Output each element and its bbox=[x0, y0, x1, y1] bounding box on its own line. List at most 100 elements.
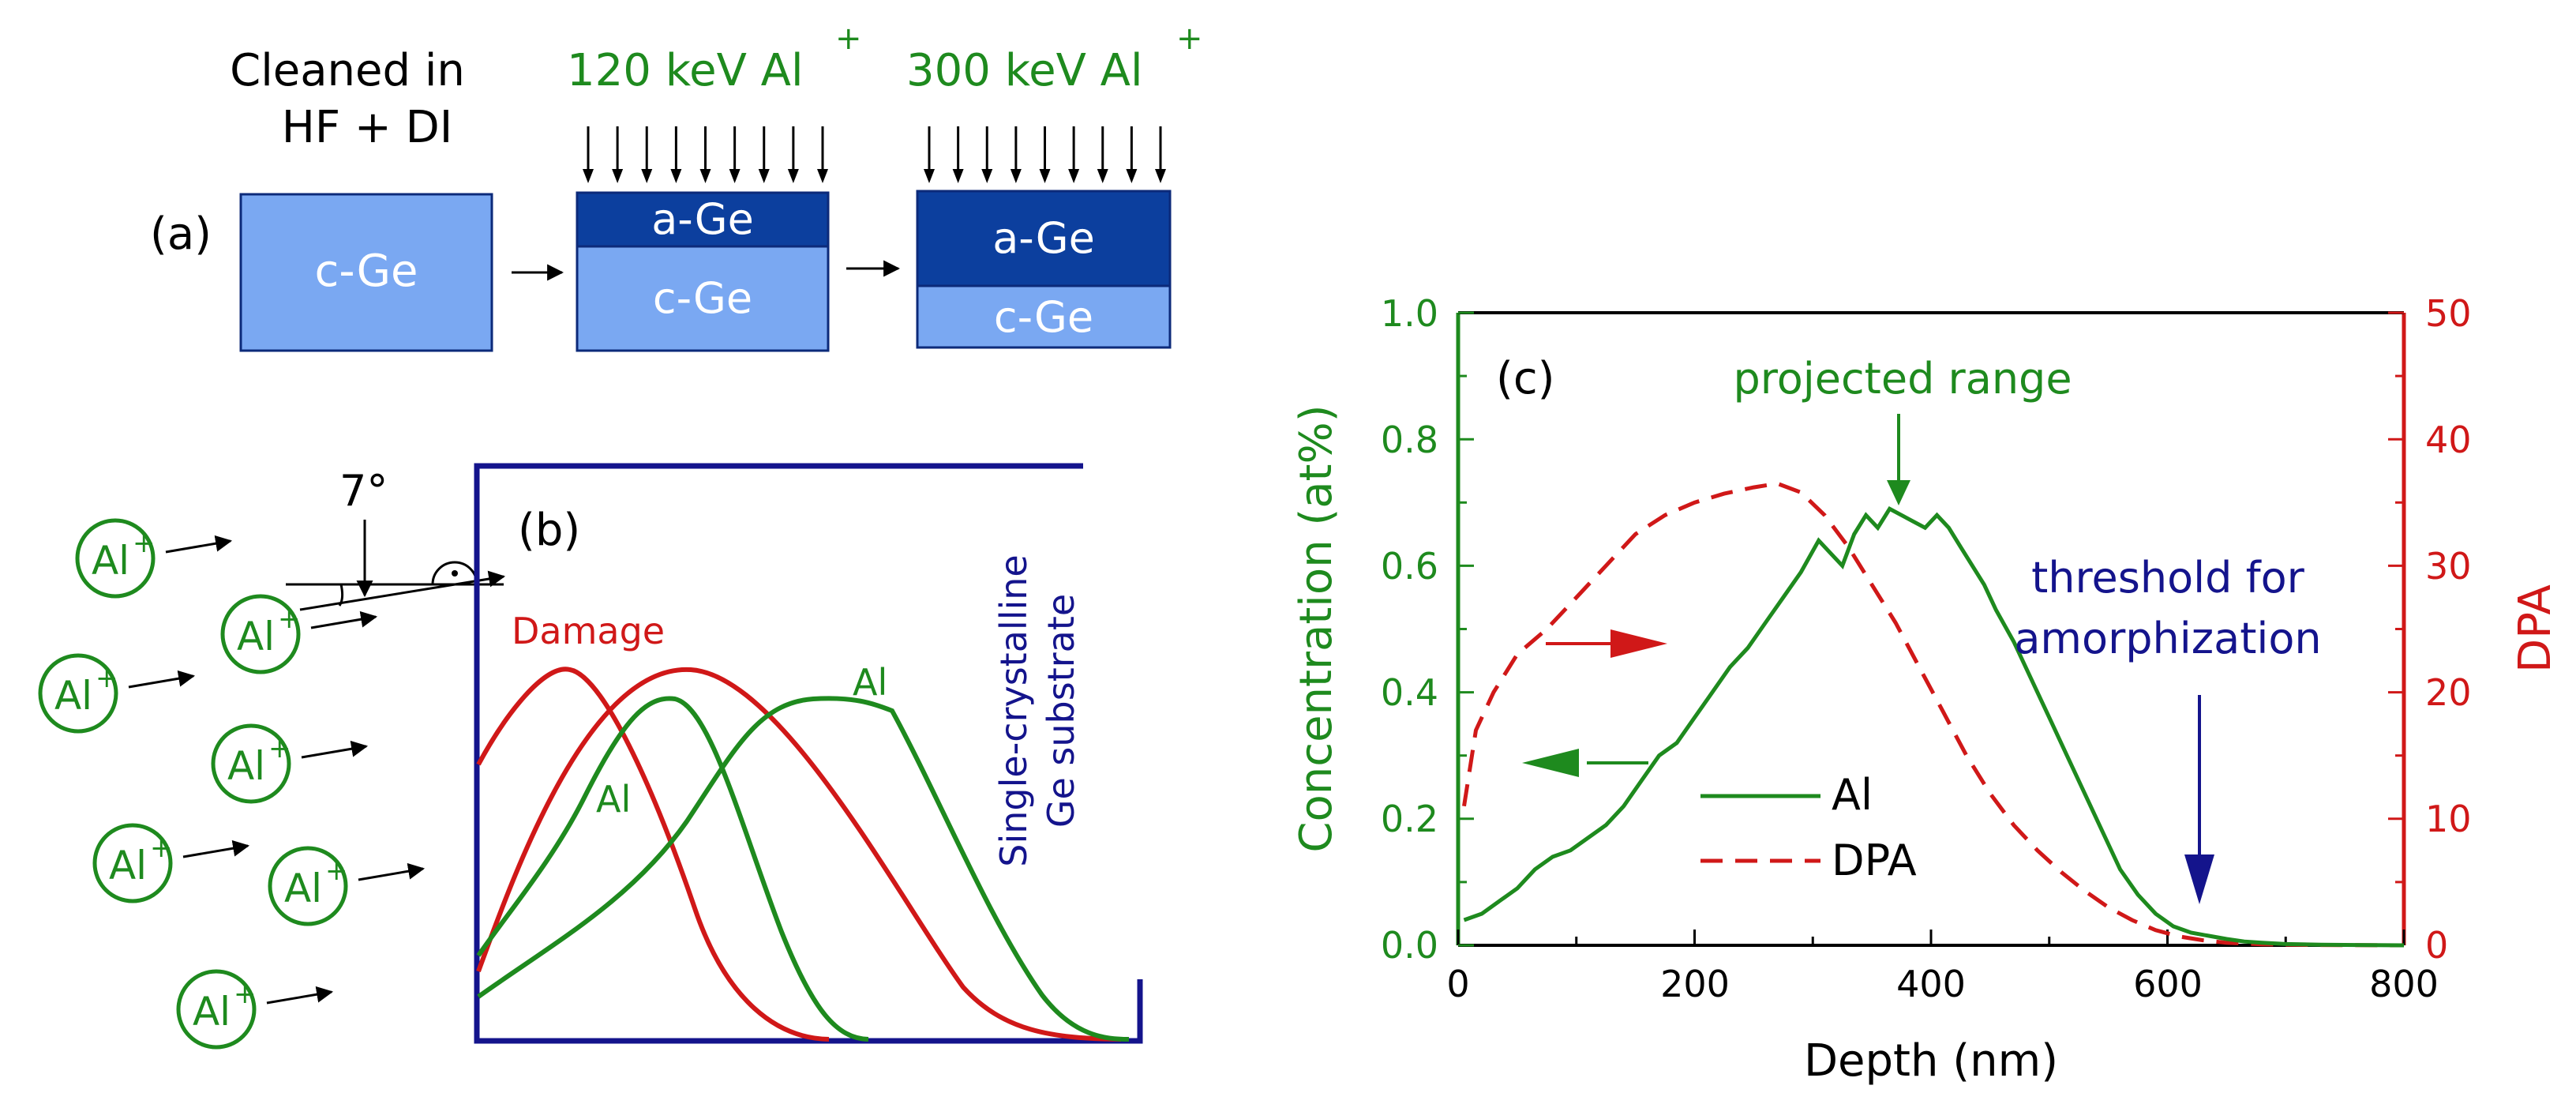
al-ion-7: Al + bbox=[176, 969, 334, 1050]
beam300-arrow-head-2 bbox=[952, 169, 964, 183]
ion-beam-arrows-120kev bbox=[583, 126, 828, 183]
al-ion-charge: + bbox=[150, 832, 173, 864]
x-tick-label-600: 600 bbox=[2133, 963, 2203, 1005]
substrate-label-line2: Ge substrate bbox=[1040, 594, 1082, 828]
al-ion-circle bbox=[92, 823, 173, 903]
projected-range-label: projected range bbox=[1733, 354, 2072, 404]
beam300-arrow-head-9 bbox=[1155, 169, 1166, 183]
box3-cGe-layer bbox=[916, 284, 1172, 349]
box2-bottom-label: c-Ge bbox=[653, 273, 752, 323]
left-axis-title: Concentration (at%) bbox=[1291, 404, 1342, 852]
panel-b: Al +Al +Al +Al +Al +Al +Al + 7° (b) Damage Al A… bbox=[38, 463, 1143, 1050]
step3-ion-charge: + bbox=[1176, 21, 1203, 57]
x-tick-label-800: 800 bbox=[2369, 963, 2439, 1005]
beam120-arrow-head-5 bbox=[699, 169, 711, 183]
damage-profile-high-energy bbox=[476, 667, 1122, 1042]
left-y-tick-labels: 0.0 0.2 0.4 0.6 0.8 1.0 bbox=[1381, 292, 1438, 967]
step2-ion-charge: + bbox=[835, 21, 862, 57]
step1-title-line1: Cleaned in bbox=[230, 45, 465, 96]
angle-arc bbox=[338, 584, 344, 607]
al-ion-symbol: Al bbox=[54, 673, 92, 719]
beam300-arrow-head-8 bbox=[1126, 169, 1138, 183]
threshold-arrowhead bbox=[2184, 854, 2214, 904]
al-label-low-energy: Al bbox=[596, 778, 631, 821]
x-tick-labels: 0 200 400 600 800 bbox=[1446, 963, 2439, 1005]
right-tick-label-10: 10 bbox=[2425, 798, 2472, 840]
damage-profile-low-energy bbox=[476, 667, 830, 1042]
al-ion-charge: + bbox=[133, 528, 156, 559]
step3-title: 300 keV Al bbox=[906, 45, 1143, 96]
al-ion-charge: + bbox=[278, 603, 301, 635]
al-ion-direction-arrow bbox=[358, 862, 426, 881]
beam300-arrow-head-7 bbox=[1097, 169, 1108, 183]
damage-label: Damage bbox=[512, 610, 665, 652]
box3-bottom-label: c-Ge bbox=[994, 292, 1093, 342]
legend-dpa-label: DPA bbox=[1832, 836, 1917, 885]
box2-cGe-layer bbox=[576, 245, 830, 352]
right-y-tick-labels: 0 10 20 30 40 50 bbox=[2425, 292, 2472, 967]
left-tick-label-0.8: 0.8 bbox=[1381, 419, 1438, 461]
panel-b-label: (b) bbox=[518, 505, 580, 556]
threshold-label-line1: threshold for bbox=[2031, 553, 2305, 603]
substrate-label: Single-crystalline Ge substrate bbox=[992, 554, 1082, 866]
x-tick-label-200: 200 bbox=[1660, 963, 1730, 1005]
box2-aGe-layer bbox=[576, 191, 830, 248]
al-ion-circle bbox=[75, 518, 156, 599]
panel-a: (a) Cleaned in HF + DI 120 keV Al + 300 … bbox=[150, 21, 1203, 352]
al-ion-circle bbox=[220, 594, 301, 674]
x-axis-title: Depth (nm) bbox=[1804, 1035, 2058, 1087]
legend-al-label: Al bbox=[1832, 770, 1873, 820]
al-ion-circle bbox=[38, 653, 118, 734]
al-ion-1: Al + bbox=[75, 518, 233, 599]
al-ion-symbol: Al bbox=[109, 843, 147, 888]
left-tick-label-1.0: 1.0 bbox=[1381, 292, 1438, 335]
step1-title-line2: HF + DI bbox=[282, 102, 452, 153]
substrate-label-line1: Single-crystalline bbox=[992, 554, 1035, 866]
al-ion-direction-arrow bbox=[301, 740, 369, 759]
al-ion-symbol: Al bbox=[284, 866, 322, 911]
series-al-line bbox=[1463, 505, 2405, 948]
box1-label: c-Ge bbox=[315, 246, 418, 297]
beam120-arrow-head-1 bbox=[583, 169, 594, 183]
box3-aGe-layer bbox=[916, 190, 1172, 287]
left-tick-label-0.2: 0.2 bbox=[1381, 798, 1438, 840]
step2-title: 120 keV Al bbox=[567, 45, 804, 96]
al-ion-direction-arrow bbox=[165, 535, 233, 554]
box1-cGe bbox=[239, 193, 493, 352]
dpa-axis-arrowhead bbox=[1610, 629, 1667, 658]
beam120-arrow-head-2 bbox=[612, 169, 624, 183]
al-ion-circle bbox=[211, 723, 291, 804]
al-ion-direction-arrow bbox=[266, 986, 334, 1005]
al-ion-charge: + bbox=[325, 855, 348, 887]
beam120-arrow-head-4 bbox=[670, 169, 682, 183]
left-tick-label-0: 0.0 bbox=[1381, 924, 1438, 967]
right-tick-label-50: 50 bbox=[2425, 292, 2472, 335]
beam120-arrow-head-7 bbox=[758, 169, 770, 183]
beam120-arrow-head-6 bbox=[729, 169, 741, 183]
al-ion-2: Al + bbox=[220, 594, 378, 674]
al-ion-symbol: Al bbox=[227, 743, 265, 789]
beam300-arrow-head-4 bbox=[1010, 169, 1022, 183]
left-tick-label-0.4: 0.4 bbox=[1381, 671, 1438, 714]
beam300-arrow-head-6 bbox=[1068, 169, 1080, 183]
al-label-high-energy: Al bbox=[853, 661, 887, 704]
al-profile-low-energy bbox=[476, 696, 869, 1042]
right-tick-label-20: 20 bbox=[2425, 671, 2472, 714]
box3-top-label: a-Ge bbox=[992, 213, 1095, 263]
panel-a-label: (a) bbox=[150, 208, 212, 260]
left-tick-label-0.6: 0.6 bbox=[1381, 545, 1438, 588]
al-ion-charge: + bbox=[234, 978, 257, 1010]
al-ion-symbol: Al bbox=[193, 989, 231, 1035]
angle-label: 7° bbox=[339, 466, 388, 516]
beam-direction-arrow bbox=[299, 570, 506, 611]
al-ion-6: Al + bbox=[268, 846, 426, 926]
right-tick-label-0: 0 bbox=[2425, 924, 2448, 967]
series-dpa-line bbox=[1462, 481, 2405, 948]
ion-beam-arrows-300kev bbox=[924, 126, 1166, 183]
al-profile-high-energy bbox=[477, 696, 1130, 1042]
al-ion-symbol: Al bbox=[237, 614, 275, 659]
al-ion-symbol: Al bbox=[92, 538, 129, 584]
al-ion-direction-arrow bbox=[310, 610, 378, 629]
beam300-arrow-head-5 bbox=[1039, 169, 1051, 183]
